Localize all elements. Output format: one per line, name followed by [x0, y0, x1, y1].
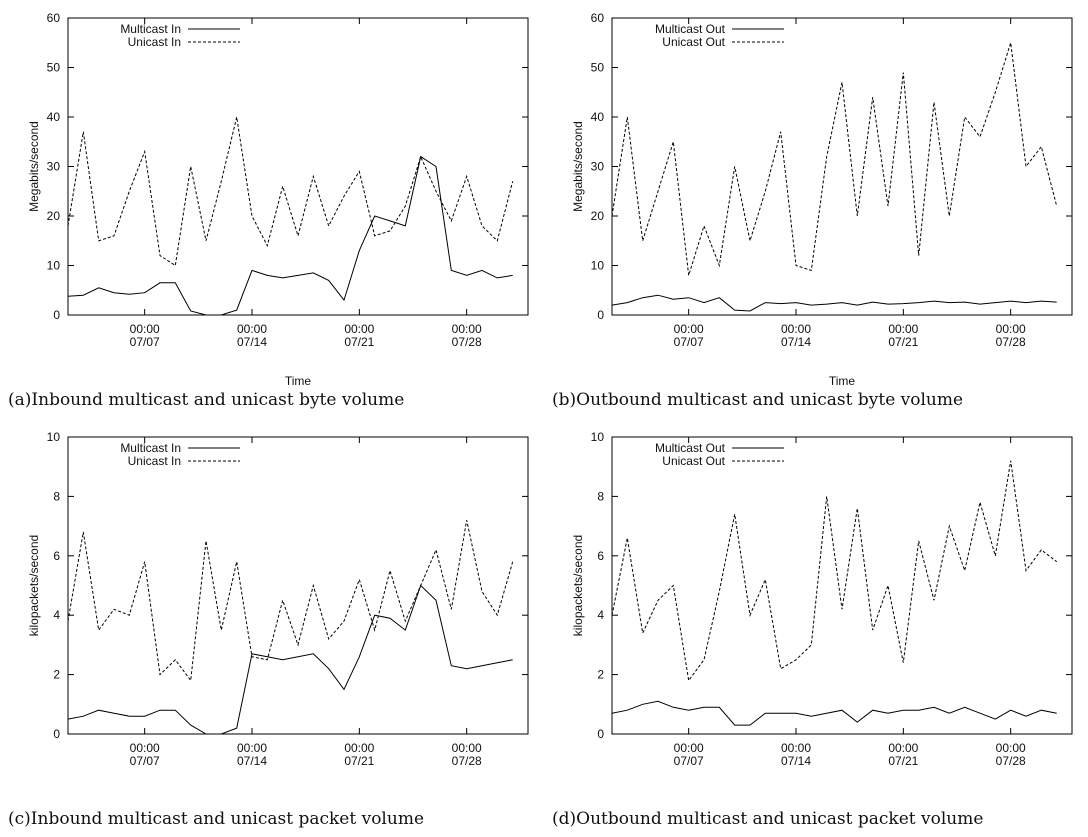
legend-label-2: Unicast Out	[662, 454, 725, 468]
x-axis-label: Time	[285, 374, 312, 388]
caption-d: (d)Outbound multicast and unicast packet…	[552, 809, 984, 829]
x-tick-label: 07/28	[452, 754, 482, 768]
x-tick-label: 00:00	[674, 322, 704, 336]
plot-frame	[67, 17, 529, 316]
y-axis-label: kilopackets/second	[27, 535, 41, 636]
legend-label-1: Multicast Out	[655, 441, 726, 455]
caption-a: (a)Inbound multicast and unicast byte vo…	[8, 390, 405, 410]
x-tick-label: 07/14	[781, 754, 811, 768]
panel-d: 0 2 4 6 8 10 00:00 07/07 00:00 07/14 00:00 07/21 00:…	[544, 419, 1088, 837]
plot-frame	[611, 436, 1073, 735]
y-tick-label: 8	[53, 489, 60, 503]
x-tick-label: 07/07	[130, 335, 160, 349]
y-tick-label: 6	[53, 549, 60, 563]
series-line-1	[67, 584, 513, 735]
y-tick-label: 30	[47, 160, 61, 174]
plot-frame	[67, 436, 529, 735]
x-tick-label: 07/21	[888, 754, 918, 768]
x-tick-label: 07/28	[996, 754, 1026, 768]
y-tick-label: 0	[597, 308, 604, 322]
x-tick-label: 07/07	[674, 335, 704, 349]
y-tick-label: 4	[597, 608, 604, 622]
y-tick-label: 0	[597, 727, 604, 741]
panel-b: 0 10 20 30 40 50 60 00:00 07/07 00:00 07/14 00:00 07…	[544, 0, 1088, 418]
x-tick-label: 07/14	[781, 335, 811, 349]
x-tick-label: 00:00	[888, 741, 918, 755]
series-line-2	[611, 460, 1058, 682]
y-tick-label: 0	[53, 727, 60, 741]
x-tick-label: 00:00	[237, 322, 267, 336]
x-tick-label: 00:00	[996, 741, 1026, 755]
series-line-1	[611, 700, 1057, 726]
y-tick-label: 60	[47, 11, 61, 25]
x-tick-label: 00:00	[130, 741, 160, 755]
x-tick-label: 07/07	[130, 754, 160, 768]
legend-label-2: Unicast In	[128, 454, 181, 468]
y-tick-label: 4	[53, 608, 60, 622]
y-tick-label: 10	[591, 430, 605, 444]
series-line-1	[611, 294, 1057, 312]
chart-b: 010203040506000:0007/0700:0007/1400:0007…	[571, 11, 1073, 388]
x-tick-label: 00:00	[130, 322, 160, 336]
x-tick-label: 07/21	[888, 335, 918, 349]
x-tick-label: 00:00	[888, 322, 918, 336]
x-tick-label: 07/28	[452, 335, 482, 349]
plot-frame	[611, 17, 1073, 316]
y-tick-label: 10	[47, 430, 61, 444]
x-tick-label: 07/21	[344, 754, 374, 768]
x-tick-label: 07/28	[996, 335, 1026, 349]
y-tick-label: 60	[591, 11, 605, 25]
series-line-2	[611, 42, 1058, 276]
x-tick-label: 07/14	[237, 754, 267, 768]
x-tick-label: 00:00	[452, 322, 482, 336]
x-tick-label: 00:00	[344, 322, 374, 336]
caption-b: (b)Outbound multicast and unicast byte v…	[552, 390, 964, 410]
caption-c: (c)Inbound multicast and unicast packet …	[8, 809, 425, 829]
y-tick-label: 2	[53, 668, 60, 682]
y-axis-label: Megabits/second	[27, 121, 41, 212]
y-tick-label: 20	[47, 209, 61, 223]
x-tick-label: 00:00	[781, 322, 811, 336]
legend-label-1: Multicast In	[120, 22, 181, 36]
x-tick-label: 07/21	[344, 335, 374, 349]
y-tick-label: 20	[591, 209, 605, 223]
x-tick-label: 00:00	[237, 741, 267, 755]
y-tick-label: 6	[597, 549, 604, 563]
y-tick-label: 0	[53, 308, 60, 322]
legend-label-2: Unicast In	[128, 35, 181, 49]
x-tick-label: 00:00	[781, 741, 811, 755]
panel-c: 0 2 4 6 8 10 00:00 07/07 00:00 07/14 00:00 07/21 00:…	[0, 419, 544, 837]
x-tick-label: 00:00	[996, 322, 1026, 336]
y-tick-label: 10	[591, 259, 605, 273]
x-tick-label: 07/14	[237, 335, 267, 349]
chart-c: 024681000:0007/0700:0007/1400:0007/2100:…	[27, 430, 529, 768]
y-tick-label: 50	[47, 61, 61, 75]
series-line-1	[67, 155, 513, 316]
x-tick-label: 00:00	[452, 741, 482, 755]
y-tick-label: 30	[591, 160, 605, 174]
series-line-2	[67, 116, 514, 267]
x-tick-label: 00:00	[344, 741, 374, 755]
legend-label-1: Multicast Out	[655, 22, 726, 36]
y-tick-label: 40	[591, 110, 605, 124]
x-tick-label: 00:00	[674, 741, 704, 755]
y-tick-label: 40	[47, 110, 61, 124]
y-axis-label: kilopackets/second	[571, 535, 585, 636]
y-tick-label: 10	[47, 259, 61, 273]
panel-a: 0 10 20 30 40 50 60 00:00 07/07 00:00 07/14 00:00 07…	[0, 0, 544, 418]
x-axis-label: Time	[829, 374, 856, 388]
y-tick-label: 50	[591, 61, 605, 75]
x-tick-label: 07/07	[674, 754, 704, 768]
legend-label-2: Unicast Out	[662, 35, 725, 49]
chart-a: 010203040506000:0007/0700:0007/1400:0007…	[27, 11, 529, 388]
y-tick-label: 8	[597, 489, 604, 503]
chart-d: 024681000:0007/0700:0007/1400:0007/2100:…	[571, 430, 1073, 768]
y-axis-label: Megabits/second	[571, 121, 585, 212]
series-line-2	[67, 520, 514, 682]
y-tick-label: 2	[597, 668, 604, 682]
legend-label-1: Multicast In	[120, 441, 181, 455]
